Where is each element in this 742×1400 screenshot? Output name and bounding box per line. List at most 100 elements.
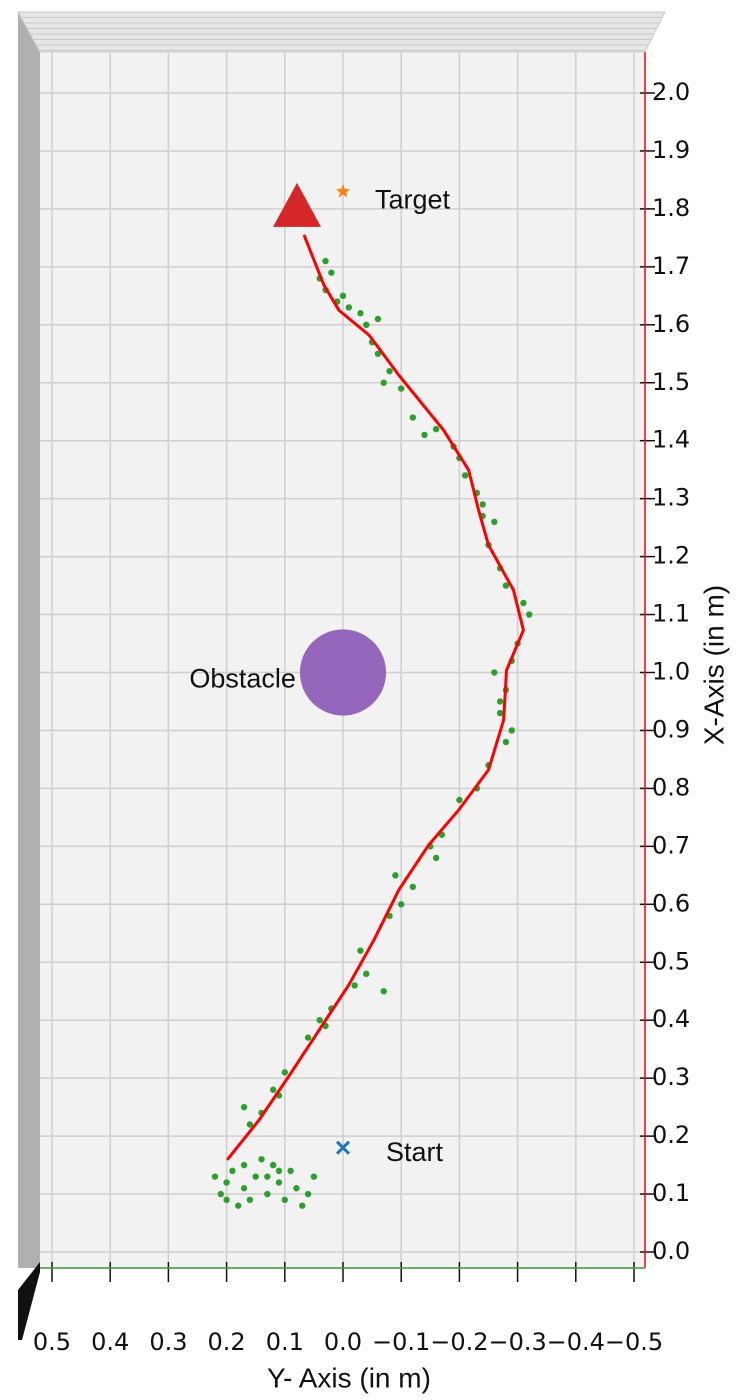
sample-point: [339, 292, 347, 300]
sample-point: [380, 988, 387, 995]
sample-point: [502, 738, 510, 746]
sample-point: [374, 350, 382, 357]
y-tick-label: 0.6: [652, 889, 690, 917]
axis-corner: [18, 1262, 40, 1340]
sample-point: [217, 1190, 224, 1198]
sample-point: [491, 518, 498, 526]
x-tick-label: 0.3: [149, 1328, 187, 1356]
obstacle: [299, 629, 387, 716]
side-pane: [18, 12, 40, 1268]
sample-point: [398, 385, 405, 392]
start-marker: [335, 1140, 351, 1155]
sample-point: [351, 982, 358, 989]
sample-point: [491, 669, 498, 676]
sample-point: [462, 472, 469, 479]
sample-point: [252, 1173, 259, 1180]
sample-point: [380, 379, 387, 386]
sample-point: [496, 698, 504, 705]
sample-point: [310, 1173, 318, 1180]
x-tick-label: −0.2: [430, 1328, 488, 1356]
sample-point: [357, 310, 364, 317]
sample-point: [409, 414, 417, 421]
sample-point: [520, 599, 527, 607]
sample-point: [363, 970, 370, 978]
y-tick-label: 1.6: [652, 310, 690, 338]
sample-point: [264, 1173, 271, 1180]
x-tick-label: 0.1: [266, 1328, 304, 1356]
sample-point: [211, 1173, 219, 1180]
trajectory: [226, 234, 525, 1161]
y-tick-label: 1.5: [652, 368, 690, 396]
y-tick-label: 0.2: [652, 1121, 690, 1149]
sample-point: [316, 1017, 323, 1024]
sample-point: [264, 1190, 271, 1198]
sample-point: [357, 947, 364, 954]
sample-point: [235, 1202, 242, 1209]
sample-point: [287, 1167, 294, 1175]
sample-point: [409, 883, 417, 891]
sample-point: [275, 1167, 283, 1175]
y-tick-label: 0.3: [652, 1063, 690, 1091]
grid: [40, 52, 655, 1282]
sample-point: [281, 1069, 288, 1076]
x-tick-label: −0.4: [547, 1328, 605, 1356]
y-tick-label: 1.0: [652, 658, 690, 686]
sample-point: [374, 315, 382, 323]
y-axis-title: X-Axis (in m): [698, 585, 729, 745]
y-tick-label: 1.2: [652, 542, 690, 570]
sample-point: [229, 1167, 236, 1175]
x-tick-label: −0.3: [488, 1328, 546, 1356]
sample-point: [456, 796, 463, 804]
target-marker: [335, 184, 351, 198]
sample-point: [304, 1190, 312, 1198]
end-marker: [273, 182, 322, 227]
y-tick-label: 1.7: [652, 252, 690, 280]
sample-point: [496, 709, 504, 717]
sample-point: [269, 1161, 277, 1169]
sample-point: [293, 1185, 300, 1192]
sample-point: [281, 1196, 288, 1204]
y-tick-label: 0.9: [652, 715, 690, 743]
sample-point: [304, 1034, 312, 1041]
sample-point: [240, 1185, 248, 1192]
sample-point: [363, 321, 370, 328]
sample-point: [398, 901, 405, 908]
sample-point: [421, 431, 428, 439]
y-tick-label: 0.0: [652, 1237, 690, 1265]
y-tick-label: 0.5: [652, 947, 690, 975]
sample-point: [432, 425, 440, 433]
sample-point: [275, 1179, 283, 1186]
sample-point: [526, 611, 533, 618]
sample-point: [508, 727, 515, 734]
y-tick-label: 1.3: [652, 484, 690, 512]
sample-point: [258, 1156, 265, 1163]
sample-point: [386, 367, 393, 375]
y-tick-label: 0.8: [652, 773, 690, 801]
y-tick-label: 0.4: [652, 1005, 690, 1033]
x-tick-label: 0.4: [91, 1328, 129, 1356]
annotation: Obstacle: [189, 664, 296, 694]
y-tick-label: 1.1: [652, 600, 690, 628]
x-tick-label: 0.0: [324, 1328, 362, 1356]
sample-point: [322, 257, 329, 265]
y-tick-label: 1.8: [652, 194, 690, 222]
y-tick-label: 1.4: [652, 426, 690, 454]
sample-point: [240, 1161, 248, 1169]
sample-point: [240, 1103, 248, 1111]
x-tick-label: −0.5: [605, 1328, 663, 1356]
annotation: Start: [386, 1137, 444, 1167]
x-tick-label: −0.1: [372, 1328, 430, 1356]
x-axis-title: Y- Axis (in m): [267, 1362, 431, 1393]
sample-point: [328, 269, 335, 276]
sample-point: [502, 582, 510, 589]
y-tick-label: 2.0: [652, 78, 690, 106]
sample-point: [246, 1196, 254, 1204]
x-tick-label: 0.2: [208, 1328, 246, 1356]
sample-point: [246, 1121, 254, 1128]
y-tick-label: 1.9: [652, 136, 690, 164]
sample-point: [223, 1196, 230, 1204]
top-pane-lines: [18, 11, 665, 51]
sample-point: [479, 501, 486, 508]
sample-point: [345, 304, 353, 311]
sample-point: [269, 1086, 277, 1093]
